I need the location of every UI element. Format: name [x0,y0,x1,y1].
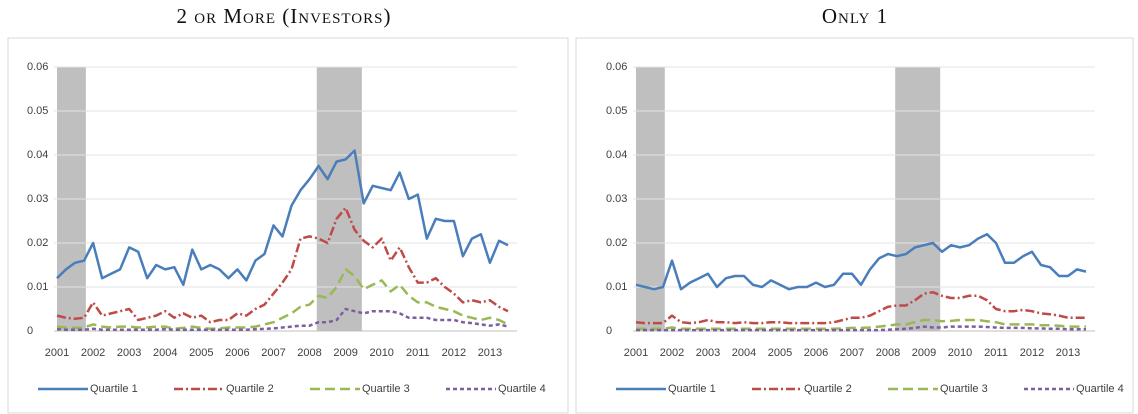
data-line [636,318,1086,331]
data-line [56,206,509,324]
x-tick-label: 2006 [225,347,249,359]
legend-label: Quartile 1 [90,383,138,395]
x-tick-label: 2012 [442,347,466,359]
y-tick-label: 0.05 [27,105,48,117]
x-tick-label: 2009 [912,347,936,359]
y-tick-label: 0.04 [606,149,627,161]
legend-label: Quartile 4 [498,383,546,395]
chart-title: Only 1 [822,4,888,28]
x-tick-label: 2011 [406,347,430,359]
legend-label: Quartile 2 [226,383,274,395]
x-tick-label: 2003 [696,347,720,359]
x-tick-label: 2001 [624,347,648,359]
legend-label: Quartile 3 [362,383,410,395]
data-line [636,325,1086,332]
y-tick-label: 0.03 [606,193,627,205]
panel-frame [7,37,569,414]
y-tick-label: 0.01 [27,281,48,293]
x-tick-label: 2010 [369,347,393,359]
y-tick-label: 0.05 [606,105,627,117]
x-tick-label: 2013 [478,347,502,359]
panel-frame [575,37,1134,414]
y-tick-label: 0 [27,325,33,337]
x-tick-label: 2012 [1020,347,1044,359]
legend-label: Quartile 2 [804,383,852,395]
x-tick-label: 2002 [660,347,684,359]
data-line [635,291,1086,325]
x-tick-label: 2011 [984,347,1008,359]
data-line [635,232,1087,291]
y-tick-label: 0.03 [27,193,48,205]
legend-label: Quartile 1 [668,383,716,395]
y-tick-label: 0.02 [27,237,48,249]
x-tick-label: 2010 [948,347,972,359]
x-tick-label: 2001 [45,347,69,359]
y-tick-label: 0.01 [606,281,627,293]
x-tick-label: 2008 [876,347,900,359]
data-line [56,149,509,287]
x-tick-label: 2007 [840,347,864,359]
y-tick-label: 0.02 [606,237,627,249]
y-tick-label: 0.04 [27,149,48,161]
y-tick-label: 0.06 [27,61,48,73]
x-tick-label: 2008 [297,347,321,359]
y-tick-label: 0.06 [606,61,627,73]
x-tick-label: 2013 [1056,347,1080,359]
legend-label: Quartile 4 [1076,383,1124,395]
x-tick-label: 2004 [732,347,756,359]
x-tick-label: 2004 [153,347,177,359]
x-tick-label: 2003 [117,347,141,359]
x-tick-label: 2006 [804,347,828,359]
y-tick-label: 0 [606,325,612,337]
chart-title: 2 or More (Investors) [177,4,392,28]
data-line [56,307,509,331]
x-tick-label: 2005 [189,347,213,359]
data-line [56,268,509,331]
x-tick-label: 2007 [261,347,285,359]
x-tick-label: 2002 [81,347,105,359]
x-tick-label: 2009 [333,347,357,359]
legend-label: Quartile 3 [940,383,988,395]
x-tick-label: 2005 [768,347,792,359]
